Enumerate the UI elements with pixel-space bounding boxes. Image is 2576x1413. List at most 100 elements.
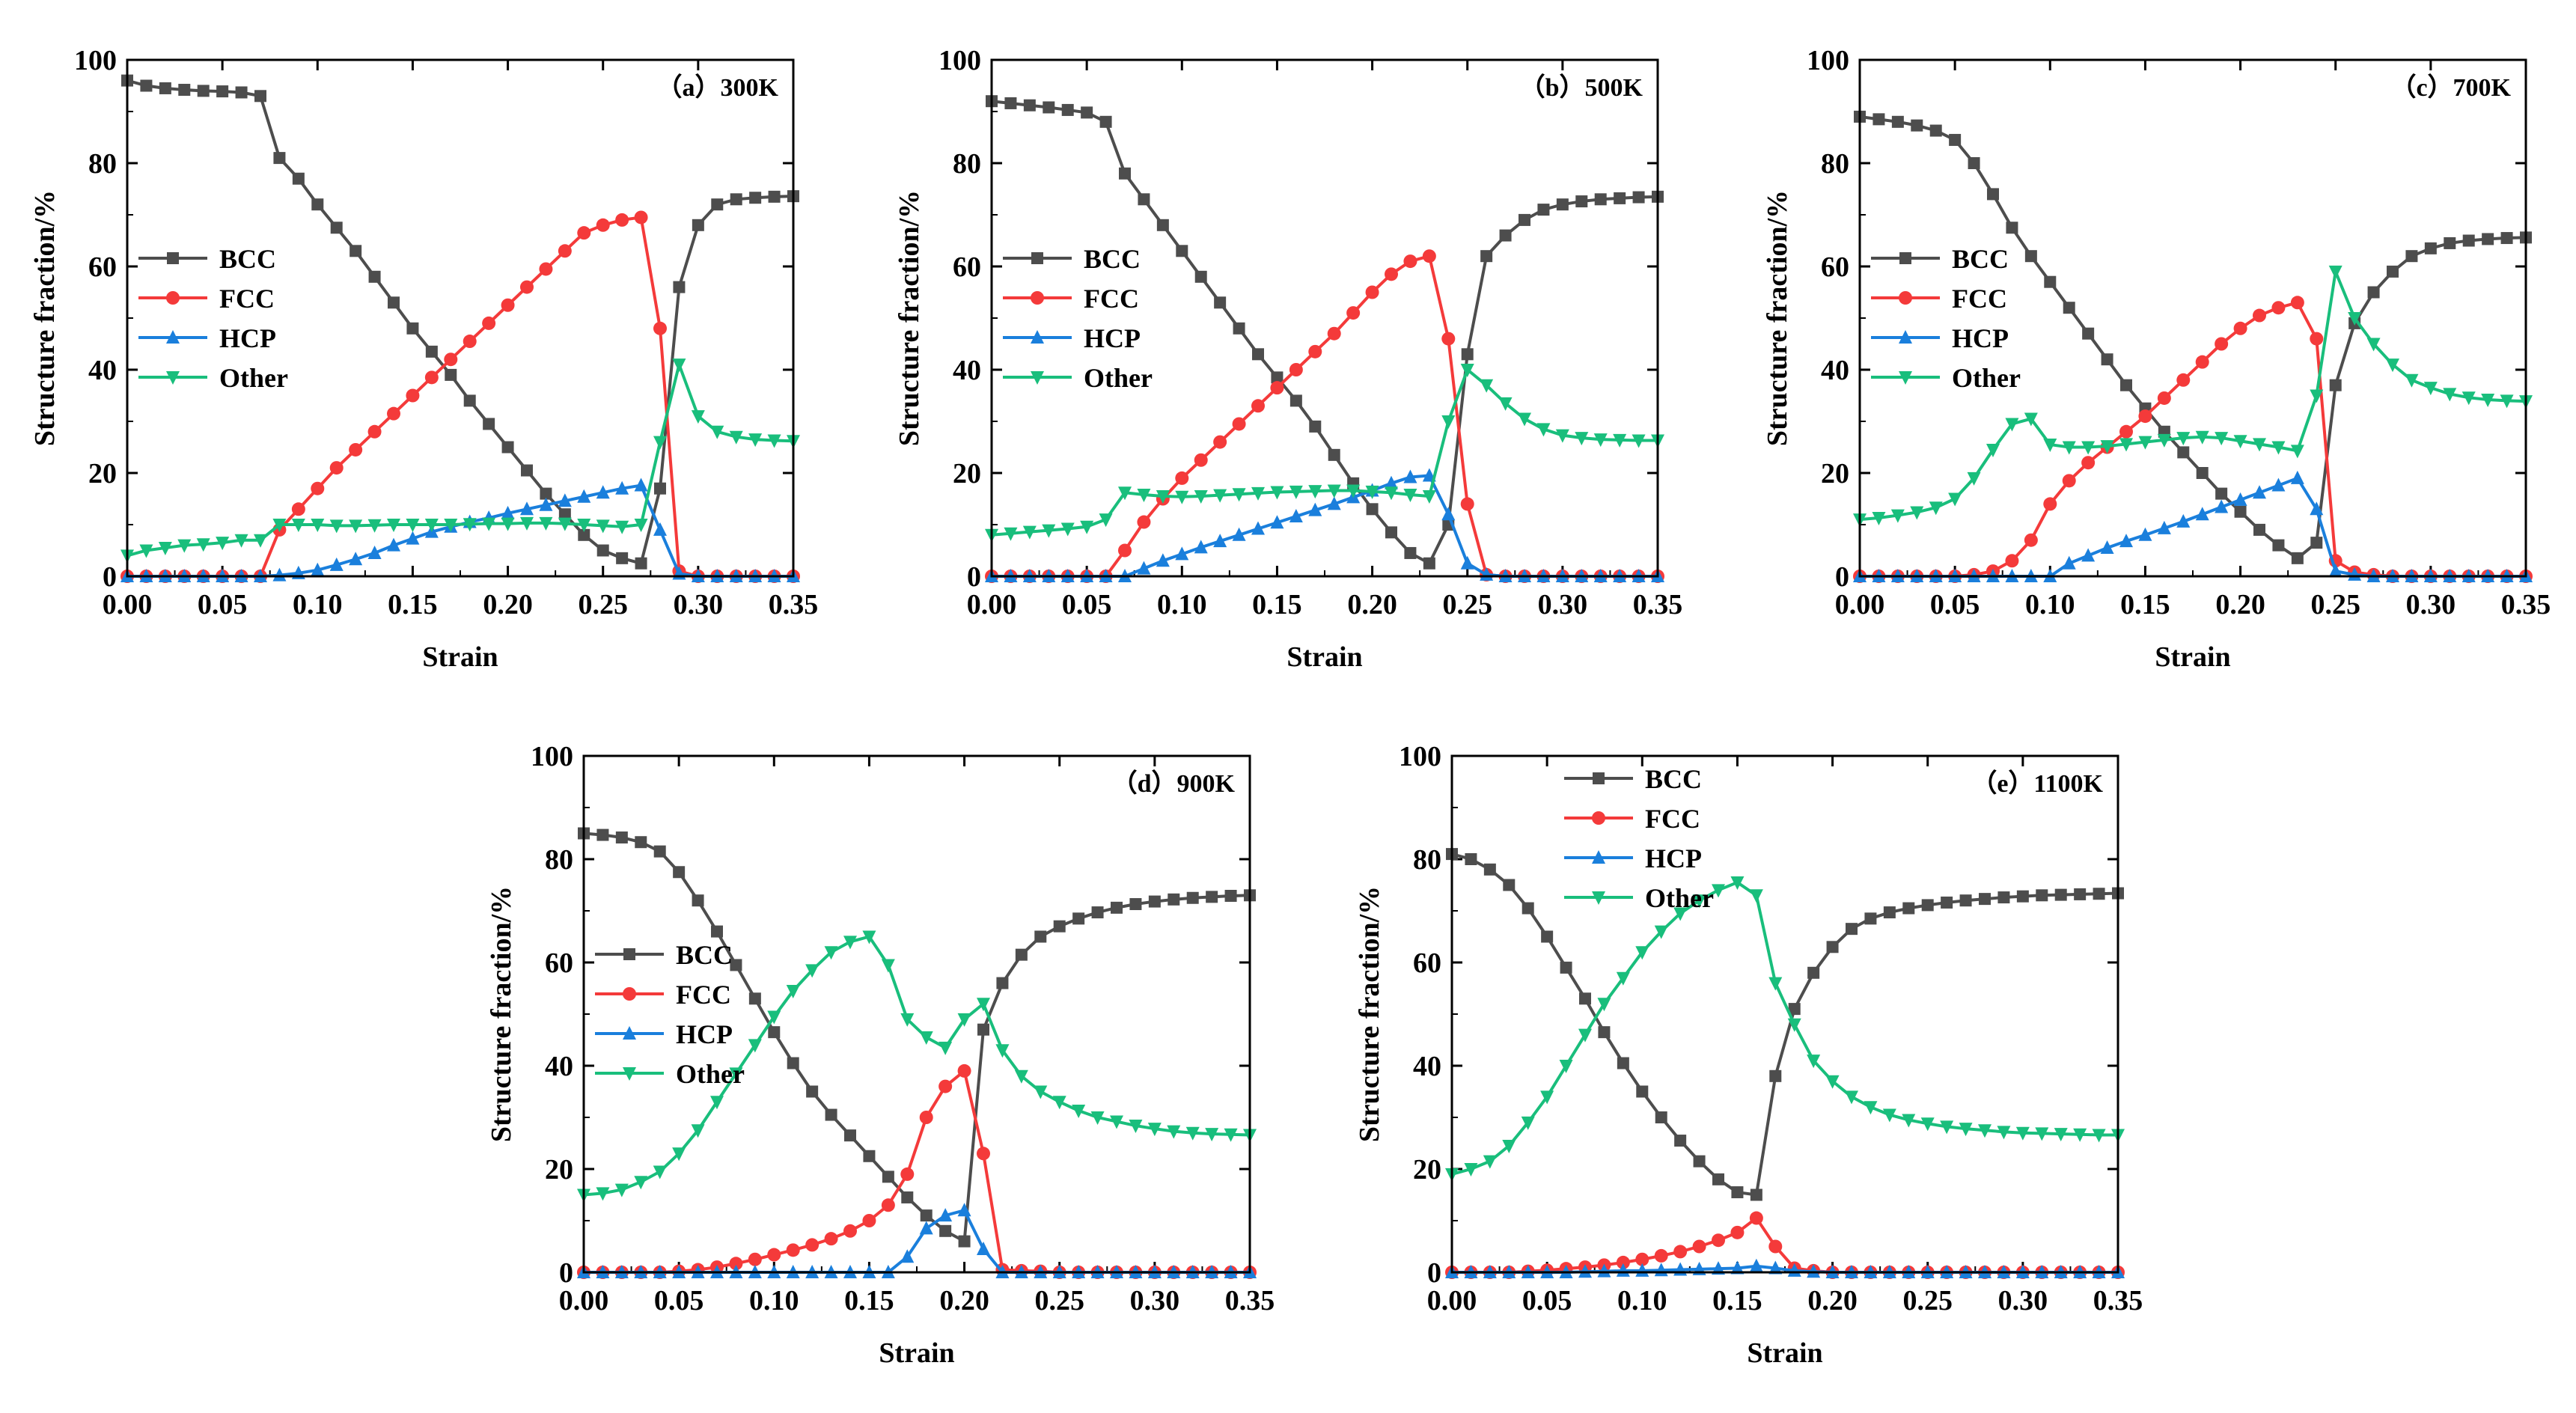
x-tick-label: 0.15: [2120, 589, 2170, 620]
data-point-other: [1920, 1117, 1935, 1132]
data-point-other: [1890, 509, 1905, 523]
data-point-bcc: [1176, 245, 1188, 257]
plot-frame: [126, 58, 795, 578]
data-point-bcc: [1979, 893, 1991, 906]
data-point-other: [1807, 1055, 1821, 1069]
data-point-fcc: [1385, 267, 1398, 281]
plot-frame: [990, 58, 1659, 578]
x-tick-label: 0.05: [198, 589, 248, 620]
data-point-other: [1593, 433, 1608, 448]
data-point-fcc: [2005, 554, 2019, 568]
data-point-bcc: [292, 172, 305, 185]
y-tick-label: 40: [1821, 355, 1849, 386]
data-point-bcc: [1949, 133, 1962, 146]
data-point-other: [1480, 379, 1494, 393]
data-point-bcc: [615, 831, 628, 844]
data-point-hcp: [2138, 527, 2152, 541]
data-point-other: [1034, 1085, 1048, 1099]
data-point-hcp: [2157, 520, 2171, 534]
data-point-other: [216, 537, 230, 551]
data-point-other: [539, 516, 553, 531]
data-point-other: [1232, 488, 1246, 502]
data-point-fcc: [1749, 1211, 1763, 1225]
y-tick-label: 60: [1821, 251, 1849, 283]
y-tick-label: 100: [1399, 741, 1441, 772]
data-point-bcc: [2120, 379, 2132, 391]
data-point-other: [2405, 373, 2419, 388]
data-point-bcc: [654, 482, 666, 495]
y-tick-label: 100: [531, 741, 573, 772]
data-point-other: [1194, 490, 1208, 504]
data-point-bcc: [2177, 446, 2190, 459]
data-point-bcc: [730, 193, 742, 206]
legend-marker-bcc: [1593, 772, 1605, 784]
data-point-hcp: [2253, 485, 2266, 499]
x-tick-label: 0.25: [1902, 1285, 1953, 1316]
y-tick-label: 80: [953, 148, 981, 180]
data-point-fcc: [520, 280, 534, 294]
data-point-other: [615, 520, 629, 534]
data-point-hcp: [1441, 507, 1456, 521]
y-tick-label: 60: [1413, 947, 1441, 979]
data-point-fcc: [367, 424, 382, 439]
y-tick-label: 60: [953, 251, 981, 283]
data-point-bcc: [1404, 546, 1417, 559]
data-point-other: [1090, 1111, 1105, 1125]
data-point-other: [1464, 1163, 1478, 1177]
x-tick-label: 0.35: [1225, 1285, 1275, 1316]
data-point-other: [1692, 894, 1706, 909]
plot-frame: [1858, 58, 2527, 578]
legend-marker-bcc: [1031, 252, 1043, 264]
data-point-fcc: [900, 1167, 915, 1181]
legend-marker-hcp: [1031, 330, 1044, 344]
data-point-other: [1986, 443, 2000, 457]
data-point-bcc: [254, 90, 266, 103]
data-point-hcp: [596, 485, 610, 499]
data-point-bcc: [1594, 193, 1607, 206]
data-point-other: [2253, 438, 2266, 452]
data-point-hcp: [329, 557, 344, 571]
y-tick-label: 20: [545, 1154, 573, 1185]
data-point-bcc: [2082, 327, 2095, 340]
data-point-fcc: [1616, 1255, 1630, 1269]
data-point-fcc: [1118, 543, 1132, 558]
data-point-bcc: [1522, 902, 1534, 915]
legend-item-other: Other: [595, 1059, 745, 1089]
data-point-other: [1521, 1116, 1535, 1130]
data-point-hcp: [919, 1221, 933, 1235]
series-bcc: [578, 827, 1256, 1248]
legend-label: BCC: [1084, 244, 1141, 274]
legend-label: Other: [1952, 363, 2021, 393]
data-point-fcc: [558, 244, 572, 258]
data-point-fcc: [1403, 254, 1417, 269]
data-point-hcp: [2176, 513, 2191, 528]
data-point-other: [463, 518, 477, 532]
x-tick-label: 0.30: [2406, 589, 2456, 620]
data-point-hcp: [2290, 470, 2304, 484]
data-point-bcc: [1537, 204, 1550, 216]
data-point-fcc: [1441, 332, 1456, 346]
data-point-other: [2138, 436, 2152, 450]
data-point-fcc: [291, 502, 305, 516]
data-point-bcc: [1968, 157, 1980, 169]
data-point-other: [2081, 441, 2096, 455]
data-point-bcc: [635, 557, 647, 570]
data-point-hcp: [938, 1208, 953, 1222]
legend: BCC FCC HCP Other: [595, 940, 745, 1089]
data-point-fcc: [424, 370, 439, 385]
y-tick-label: 0: [1427, 1257, 1441, 1289]
data-point-other: [1118, 486, 1132, 501]
data-point-bcc: [1929, 124, 1942, 137]
data-point-bcc: [825, 1108, 837, 1121]
data-point-bcc: [2093, 888, 2105, 900]
data-point-bcc: [863, 1150, 876, 1162]
data-point-hcp: [1156, 553, 1170, 567]
data-point-other: [1959, 1123, 1973, 1137]
data-point-fcc: [349, 442, 363, 457]
data-point-bcc: [1902, 902, 1915, 915]
data-point-other: [482, 517, 496, 531]
data-point-other: [1864, 1101, 1878, 1115]
data-point-bcc: [2044, 275, 2057, 288]
data-point-bcc: [501, 441, 514, 454]
data-point-bcc: [2405, 250, 2418, 263]
